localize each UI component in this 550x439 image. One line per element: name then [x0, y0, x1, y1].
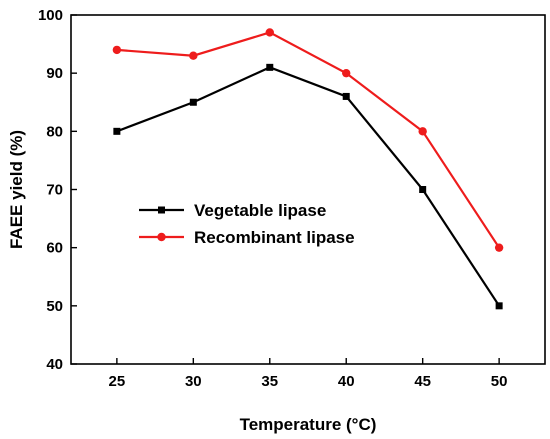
- y-tick-label: 90: [46, 65, 63, 82]
- y-tick-label: 70: [46, 182, 63, 199]
- data-point-marker: [189, 98, 197, 106]
- legend-item: Vegetable lipase: [139, 201, 326, 220]
- y-tick-label: 60: [46, 240, 63, 257]
- series-line: [116, 66, 501, 307]
- data-point-marker: [265, 28, 274, 37]
- y-tick-label: 40: [46, 356, 63, 373]
- legend-item: Recombinant lipase: [139, 228, 355, 247]
- x-tick-label: 25: [109, 373, 126, 390]
- y-tick-label: 80: [46, 123, 63, 140]
- x-tick-label: 30: [185, 373, 202, 390]
- series-line: [116, 31, 501, 249]
- y-axis: 40 50 60 70 80 90 100: [38, 7, 77, 373]
- y-axis-title: FAEE yield (%): [7, 130, 26, 249]
- legend: Vegetable lipase Recombinant lipase: [139, 201, 355, 247]
- data-point-marker: [495, 302, 503, 310]
- data-point-marker: [266, 63, 274, 71]
- data-point-marker: [419, 186, 427, 193]
- data-point-marker: [342, 68, 351, 78]
- x-axis-title: Temperature (°C): [240, 415, 377, 434]
- legend-label: Recombinant lipase: [194, 228, 355, 247]
- y-tick-label: 100: [38, 7, 63, 24]
- x-tick-label: 35: [261, 373, 278, 390]
- plot-frame: [70, 14, 546, 365]
- data-point-marker: [342, 92, 350, 100]
- data-point-marker: [158, 206, 165, 214]
- data-point-marker: [112, 45, 122, 55]
- data-point-marker: [157, 232, 166, 242]
- series-2: [112, 28, 504, 252]
- x-tick-label: 45: [414, 373, 431, 390]
- data-point-marker: [418, 127, 427, 136]
- y-tick-label: 50: [46, 298, 63, 315]
- series-1: [113, 63, 503, 310]
- x-axis: 25 30 35 40 45 50: [109, 358, 508, 390]
- series-layer: [112, 28, 504, 310]
- x-tick-label: 40: [338, 373, 355, 390]
- data-point-marker: [494, 243, 504, 252]
- x-tick-label: 50: [491, 373, 508, 390]
- data-point-marker: [189, 51, 198, 60]
- legend-label: Vegetable lipase: [194, 201, 326, 220]
- data-point-marker: [113, 127, 121, 135]
